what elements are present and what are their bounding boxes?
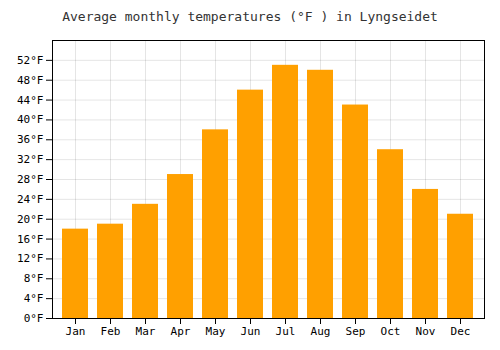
svg-text:36°F: 36°F bbox=[17, 133, 44, 146]
svg-text:Sep: Sep bbox=[346, 325, 366, 338]
svg-text:32°F: 32°F bbox=[17, 153, 44, 166]
svg-text:8°F: 8°F bbox=[24, 272, 44, 285]
html-text:Average monthly temperatures (: Average monthly temperatures (°F ) in Ly… bbox=[62, 9, 438, 24]
svg-text:0°F: 0°F bbox=[24, 312, 44, 325]
svg-text:Jun: Jun bbox=[241, 325, 261, 338]
svg-text:Nov: Nov bbox=[416, 325, 436, 338]
svg-text:Jul: Jul bbox=[276, 325, 296, 338]
svg-text:44°F: 44°F bbox=[17, 94, 44, 107]
svg-text:52°F: 52°F bbox=[17, 54, 44, 67]
svg-text:24°F: 24°F bbox=[17, 193, 44, 206]
svg-text:Mar: Mar bbox=[136, 325, 156, 338]
svg-text:16°F: 16°F bbox=[17, 233, 44, 246]
svg-text:48°F: 48°F bbox=[17, 74, 44, 87]
svg-text:4°F: 4°F bbox=[24, 292, 44, 305]
svg-text:Oct: Oct bbox=[381, 325, 401, 338]
svg-text:May: May bbox=[206, 325, 226, 338]
svg-text:28°F: 28°F bbox=[17, 173, 44, 186]
svg-text:20°F: 20°F bbox=[17, 213, 44, 226]
svg-text:Jan: Jan bbox=[66, 325, 86, 338]
svg-text:Dec: Dec bbox=[451, 325, 471, 338]
svg-text:Aug: Aug bbox=[311, 325, 331, 338]
svg-text:12°F: 12°F bbox=[17, 252, 44, 265]
svg-text:40°F: 40°F bbox=[17, 113, 44, 126]
svg-text:Apr: Apr bbox=[171, 325, 191, 338]
svg-text:Feb: Feb bbox=[101, 325, 121, 338]
